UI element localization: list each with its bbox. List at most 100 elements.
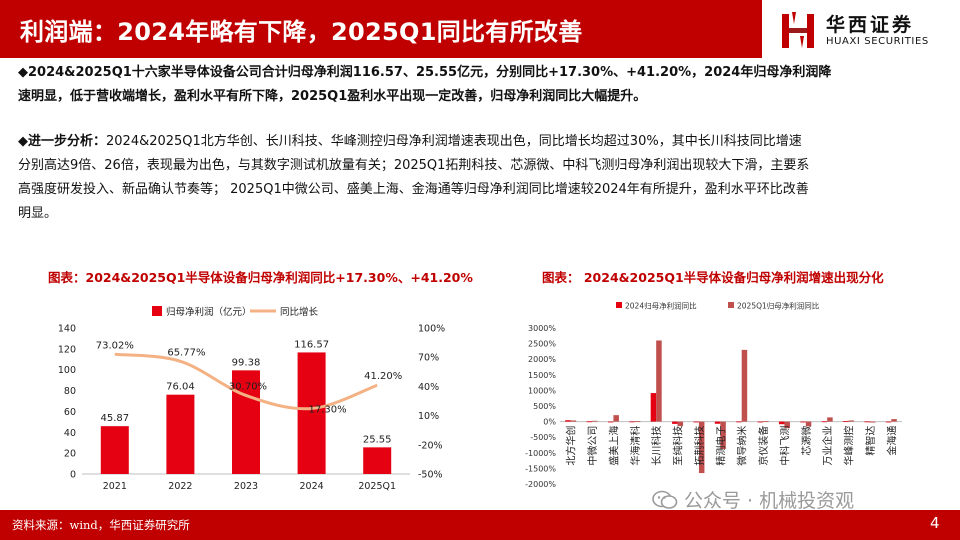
growth-line [114,352,378,411]
y-tick-label: -1000% [525,449,556,458]
y-right-tick-label: -50% [418,470,443,481]
bar-2025q1 [869,421,876,423]
bar-2025q1 [891,419,897,422]
x-tick-label: 2025Q1 [358,481,396,492]
y-left-tick-label: 120 [58,344,76,355]
analysis-paragraph: ◆进一步分析：2024&2025Q1北方华创、长川科技、华峰测控归母净利润增速表… [18,130,946,226]
category-label: 京仪装备 [757,426,770,466]
page-number: 4 [930,514,940,532]
y-left-tick-label: 40 [64,428,76,439]
y-right-tick-label: 100% [418,324,445,335]
y-left-tick-label: 80 [64,386,76,397]
summary-paragraph: ◆2024&2025Q1十六家半导体设备公司合计归母净利润116.57、25.5… [18,61,946,109]
bar-2024 [586,421,593,423]
legend-label-2025q1: 2025Q1归母净利润同比 [737,301,820,311]
category-label: 万业企业 [821,426,834,466]
bar-2024 [864,421,870,423]
bar-2025q1 [677,421,684,427]
analysis-line-1: ◆进一步分析：2024&2025Q1北方华创、长川科技、华峰测控归母净利润增速表… [18,130,946,154]
header-bar [0,0,762,58]
bar-2025q1 [805,421,812,427]
category-label: 北方华创 [565,426,578,466]
y-tick-label: 1000% [528,386,556,395]
profit-data-label: 76.04 [166,382,195,393]
category-label: 盛美上海 [607,426,620,466]
bar-2024 [693,421,699,423]
growth-data-label: 30.70% [229,381,267,392]
analysis-line-4: 明显。 [18,206,58,221]
y-left-tick-label: 20 [64,449,76,460]
category-label: 微导纳米 [736,426,749,466]
growth-data-label: 41.20% [364,371,402,382]
profit-data-label: 99.38 [232,357,261,368]
footer-bar [0,510,960,540]
y-tick-label: 3000% [528,324,556,333]
category-label: 中微公司 [586,426,599,466]
category-label: 金海通 [885,426,898,456]
bar-2024 [565,420,571,422]
y-tick-label: 1500% [528,371,556,380]
bar-2024 [650,393,657,422]
analysis-line-2: 分别高达9倍、26倍，表现最为出色，与其数字测试机放量有关；2025Q1拓荆科技… [18,158,810,173]
bar-2024 [736,421,742,423]
category-label: 长川科技 [650,426,663,466]
x-tick-label: 2022 [168,481,192,492]
bar-2025q1 [827,417,833,422]
x-tick-label: 2021 [103,481,127,492]
page-title: 利润端：2024年略有下降，2025Q1同比有所改善 [20,18,583,46]
x-tick-label: 2023 [234,481,258,492]
profit-data-label: 25.55 [363,434,392,445]
y-tick-label: -1500% [525,464,556,473]
legend-label-profit: 归母净利润（亿元） [166,306,252,318]
profit-bar [363,447,392,474]
y-right-tick-label: 70% [418,353,439,364]
y-tick-label: 0% [543,418,556,427]
bar-2024 [714,421,721,424]
y-right-tick-label: 40% [418,382,439,393]
chart1-title: 图表：2024&2025Q1半导体设备归母净利润同比+17.30%、+41.20… [48,270,473,285]
y-tick-label: 500% [533,402,556,411]
category-label: 华峰测控 [843,426,856,466]
profit-bar-line-chart: 归母净利润（亿元） 同比增长 0 20 40 60 80 100 120 140 -50% -20% 1… [58,306,445,492]
chart2-title: 图表： 2024&2025Q1半导体设备归母净利润增速出现分化 [542,270,884,285]
legend-label-growth: 同比增长 [280,306,319,318]
growth-data-label: 17.30% [309,404,347,415]
footer-source: 资料来源：wind，华西证券研究所 [12,518,190,532]
category-label: 华海清科 [629,426,642,466]
category-label: 精智达 [864,426,877,456]
y-tick-label: -2000% [525,480,556,489]
category-label: 拓荆科技 [693,426,706,466]
y-tick-label: 2500% [528,340,556,349]
bar-2025q1 [720,421,726,450]
y-left-tick-label: 0 [70,470,76,481]
bar-2025q1 [613,415,619,422]
logo-english-name: HUAXI SECURITIES [826,36,929,47]
bar-2024 [757,421,764,423]
category-label: 中科飞测 [778,426,791,466]
y-right-tick-label: 10% [418,411,439,422]
legend-label-2024: 2024归母净利润同比 [625,301,697,311]
category-label: 芯源微 [800,426,813,456]
bar-2025q1 [763,421,769,423]
y-left-tick-label: 140 [58,324,76,335]
profit-bar [232,370,260,474]
bar-2025q1 [698,421,705,474]
analysis-lead: ◆进一步分析： [18,134,106,149]
y-tick-label: -500% [530,433,556,442]
bar-2025q1 [634,421,641,422]
analysis-line-3: 高强度研发投入、新品确认节奏等； 2025Q1中微公司、盛美上海、金海通等归母净… [18,182,809,197]
huaxi-logo-icon [782,12,814,48]
x-tick-label: 2024 [300,481,324,492]
bar-2025q1 [592,420,598,422]
y-tick-label: 2000% [528,355,556,364]
summary-line-1: ◆2024&2025Q1十六家半导体设备公司合计归母净利润116.57、25.5… [18,65,832,80]
profit-bar [166,394,195,474]
y-right-tick-label: -20% [418,440,443,451]
legend-swatch-2025q1 [728,302,734,308]
legend-swatch-2024 [616,302,622,308]
category-label: 精测电子 [714,426,727,466]
bar-2024 [629,421,635,423]
profit-bar [297,352,326,474]
bar-2025q1 [784,421,790,429]
bar-2024 [843,421,849,422]
